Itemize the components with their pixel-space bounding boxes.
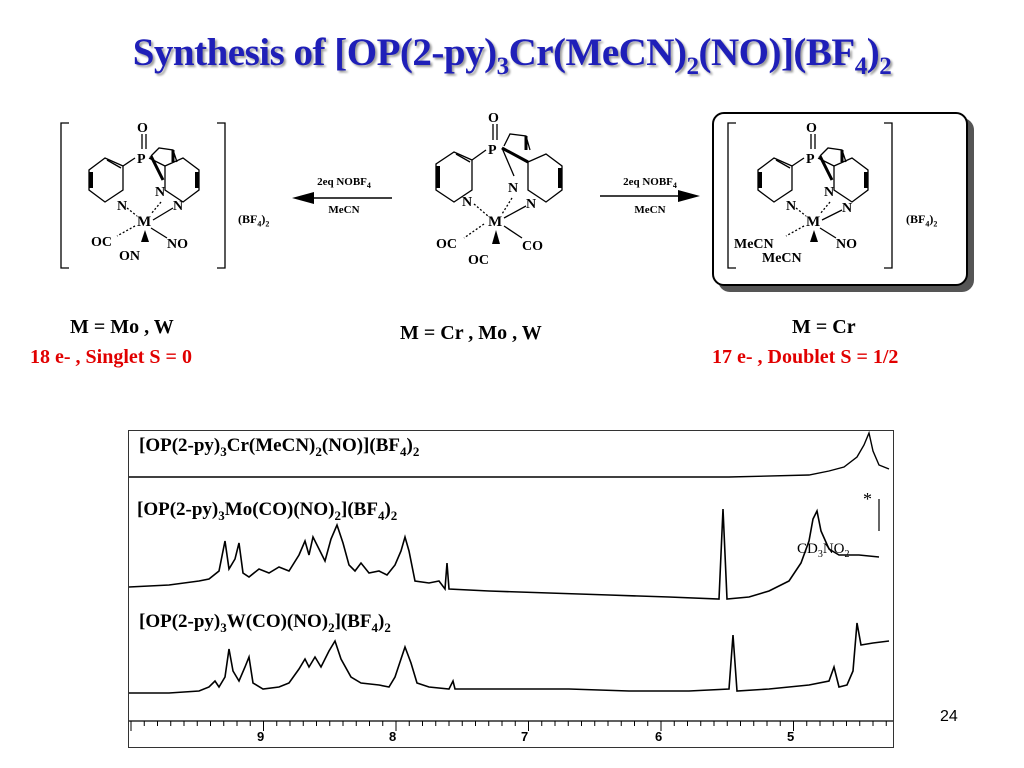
right-counterion: (BF4)2 (906, 212, 938, 229)
nitrogen-atom-back: N (155, 185, 165, 200)
oxygen-atom: O (806, 121, 817, 136)
left-electron-label: 18 e- , Singlet S = 0 (30, 346, 192, 368)
phosphorus-atom: P (137, 152, 146, 167)
nitrogen-atom-right: N (526, 197, 536, 212)
nitrogen-atom-left: N (786, 199, 796, 214)
nitrosyl-ligand: NO (836, 237, 857, 252)
center-complex-structure: O P N N N M OC CO OC (435, 111, 563, 268)
nitrogen-atom-left: N (462, 195, 472, 210)
oxygen-atom: O (488, 111, 499, 126)
nitrogen-atom-right: N (173, 199, 183, 214)
spectrum-cr (129, 431, 890, 478)
carbonyl-ligand-1: OC (436, 237, 457, 252)
nmr-spectra-panel: [OP(2-py)3Cr(MeCN)2(NO)](BF4)2 [OP(2-py)… (128, 430, 894, 748)
x-tick-8: 8 (389, 729, 397, 744)
nmr-spectra-plot (129, 431, 893, 731)
right-complex-structure: O P N N N M MeCN NO MeCN (727, 121, 893, 269)
right-electron-label: 17 e- , Doublet S = 1/2 (712, 346, 899, 368)
nitrosyl-ligand: NO (167, 237, 188, 252)
nitrogen-atom-back: N (508, 181, 518, 196)
metal-atom: M (488, 214, 502, 230)
left-arrow-solvent: MeCN (328, 204, 360, 216)
spectrum-w (129, 622, 890, 694)
left-arrow-reagent: 2eq NOBF4 (317, 176, 371, 191)
spectrum-label-cr: [OP(2-py)3Cr(MeCN)2(NO)](BF4)2 (139, 435, 420, 459)
carbonyl-ligand-3: OC (468, 253, 489, 268)
right-metal-label: M = Cr (792, 316, 856, 338)
left-metal-label: M = Mo , W (70, 316, 174, 338)
x-tick-5: 5 (787, 729, 795, 744)
metal-atom: M (137, 214, 151, 230)
metal-atom: M (806, 214, 820, 230)
right-reaction-arrow (600, 190, 700, 202)
nitrogen-atom-back: N (824, 185, 834, 200)
phosphorus-atom: P (806, 152, 815, 167)
page-number: 24 (940, 708, 958, 725)
carbonyl-ligand-2: CO (522, 239, 543, 254)
nitrosyl-ligand-2: ON (119, 249, 140, 264)
x-axis-ticks (130, 721, 887, 731)
left-counterion: (BF4)2 (238, 212, 270, 229)
slide-title: Synthesis of [OP(2-py)3Cr(MeCN)2(NO)](BF… (132, 31, 892, 80)
center-metal-label: M = Cr , Mo , W (400, 322, 542, 344)
right-complex-highlight-box (712, 112, 968, 286)
spectrum-label-mo: [OP(2-py)3Mo(CO)(NO)2](BF4)2 (137, 499, 398, 523)
left-reaction-arrow (292, 192, 392, 204)
spectrum-mo (129, 508, 880, 600)
phosphorus-atom: P (488, 143, 497, 158)
x-tick-7: 7 (521, 729, 529, 744)
right-arrow-solvent: MeCN (634, 204, 666, 216)
acetonitrile-ligand-2: MeCN (762, 251, 802, 266)
asterisk-marker: * (863, 489, 872, 509)
carbonyl-ligand: OC (91, 235, 112, 250)
acetonitrile-ligand-1: MeCN (734, 237, 774, 252)
x-tick-9: 9 (257, 729, 265, 744)
left-complex-structure: O P N N N M OC NO ON (60, 121, 226, 269)
oxygen-atom: O (137, 121, 148, 136)
spectrum-label-w: [OP(2-py)3W(CO)(NO)2](BF4)2 (139, 611, 391, 635)
right-arrow-reagent: 2eq NOBF4 (623, 176, 677, 191)
nitrogen-atom-left: N (117, 199, 127, 214)
nitrogen-atom-right: N (842, 201, 852, 216)
solvent-label: CD3NO2 (797, 541, 850, 560)
x-tick-6: 6 (655, 729, 663, 744)
